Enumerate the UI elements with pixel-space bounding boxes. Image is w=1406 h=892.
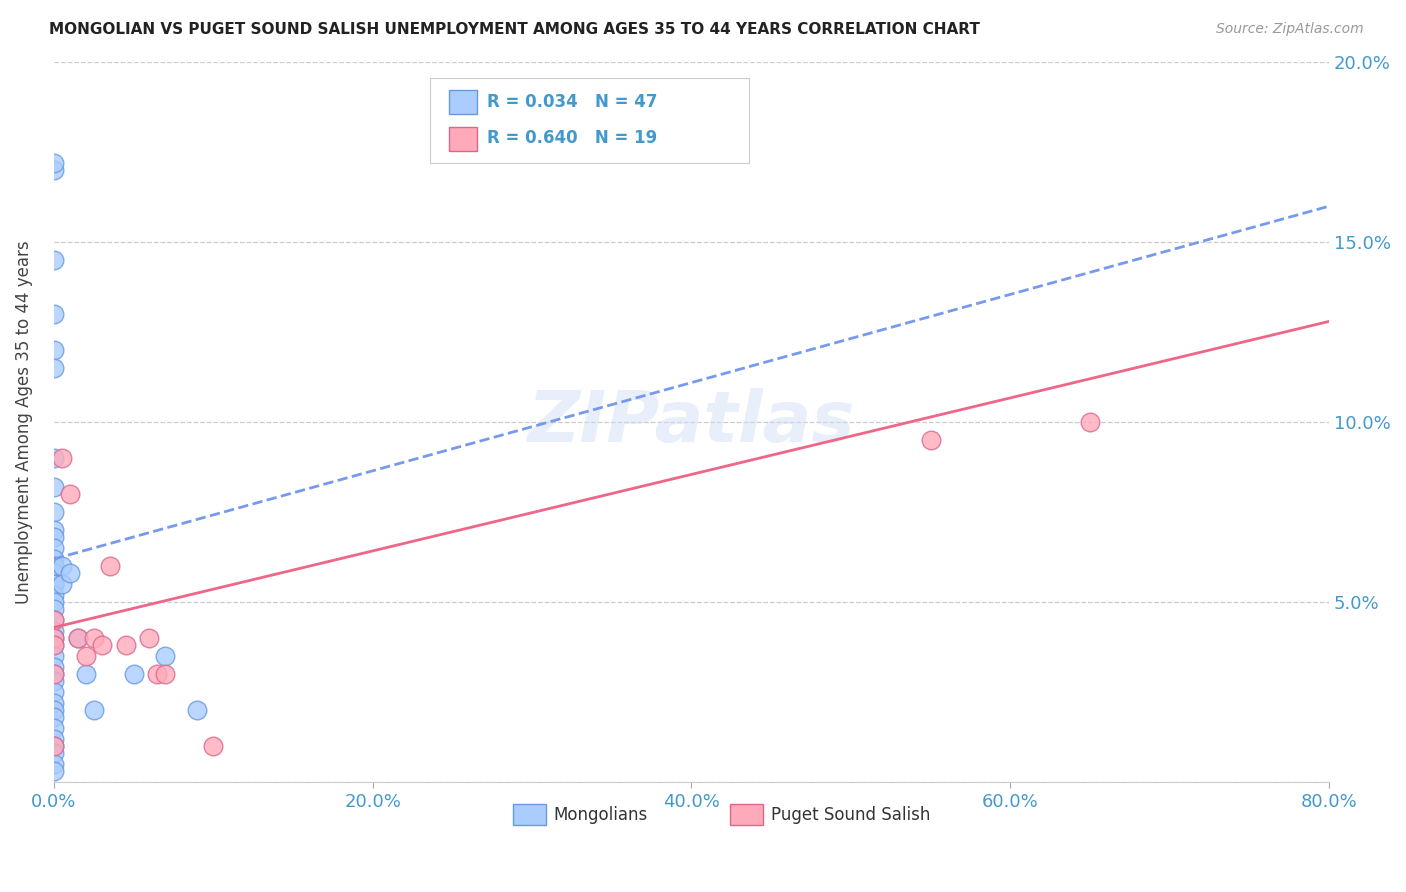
Point (138, 632, 160, 646)
FancyBboxPatch shape (730, 804, 763, 825)
Point (42, 577, 65, 591)
Text: Mongolians: Mongolians (554, 805, 648, 823)
Point (42, 552, 65, 566)
Point (42, 602, 65, 616)
FancyBboxPatch shape (513, 804, 546, 825)
Point (59, 487, 82, 501)
Point (42, 739, 65, 754)
Y-axis label: Unemployment Among Ages 35 to 44 years: Unemployment Among Ages 35 to 44 years (15, 240, 32, 604)
Point (83, 703, 105, 717)
Text: R = 0.640   N = 19: R = 0.640 N = 19 (488, 129, 658, 147)
Point (75, 667, 97, 681)
Point (42, 577, 65, 591)
Point (42, 156, 65, 170)
Point (42, 566, 65, 581)
Point (920, 434, 942, 448)
Point (42, 649, 65, 664)
Text: R = 0.034   N = 47: R = 0.034 N = 47 (488, 93, 658, 111)
Point (42, 632, 65, 646)
Point (42, 595, 65, 609)
Point (146, 667, 169, 681)
Point (42, 739, 65, 754)
Point (42, 710, 65, 724)
Point (42, 632, 65, 646)
Point (42, 660, 65, 674)
Point (42, 451, 65, 466)
Point (59, 566, 82, 581)
Point (51, 451, 73, 466)
Point (66, 632, 89, 646)
Point (42, 613, 65, 627)
Point (42, 523, 65, 537)
Point (42, 624, 65, 638)
FancyBboxPatch shape (449, 90, 477, 114)
Point (66, 632, 89, 646)
Point (155, 667, 177, 681)
Point (51, 559, 73, 574)
Text: Source: ZipAtlas.com: Source: ZipAtlas.com (1216, 22, 1364, 37)
Point (155, 649, 177, 664)
Point (42, 588, 65, 602)
Point (42, 696, 65, 710)
Point (42, 541, 65, 556)
Text: ZIPatlas: ZIPatlas (527, 388, 855, 457)
Point (114, 639, 136, 653)
Point (42, 530, 65, 544)
FancyBboxPatch shape (449, 127, 477, 151)
Point (42, 480, 65, 494)
Point (42, 253, 65, 268)
Point (42, 613, 65, 627)
Point (42, 721, 65, 735)
FancyBboxPatch shape (430, 78, 749, 163)
Point (42, 757, 65, 772)
Point (1078, 415, 1101, 429)
Point (42, 163, 65, 178)
Text: Puget Sound Salish: Puget Sound Salish (770, 805, 929, 823)
Point (90, 639, 112, 653)
Point (42, 559, 65, 574)
Point (42, 703, 65, 717)
Point (42, 307, 65, 321)
Point (42, 764, 65, 779)
Point (42, 361, 65, 376)
Point (42, 667, 65, 681)
Point (42, 343, 65, 358)
Point (75, 649, 97, 664)
Point (202, 739, 225, 754)
Point (83, 632, 105, 646)
Point (42, 732, 65, 747)
Point (42, 639, 65, 653)
Point (42, 639, 65, 653)
Point (42, 685, 65, 699)
Point (42, 747, 65, 761)
Point (186, 703, 208, 717)
Point (42, 505, 65, 519)
Point (42, 674, 65, 689)
Point (122, 667, 145, 681)
Point (42, 667, 65, 681)
Point (51, 577, 73, 591)
Text: MONGOLIAN VS PUGET SOUND SALISH UNEMPLOYMENT AMONG AGES 35 TO 44 YEARS CORRELATI: MONGOLIAN VS PUGET SOUND SALISH UNEMPLOY… (49, 22, 980, 37)
Point (98, 559, 121, 574)
